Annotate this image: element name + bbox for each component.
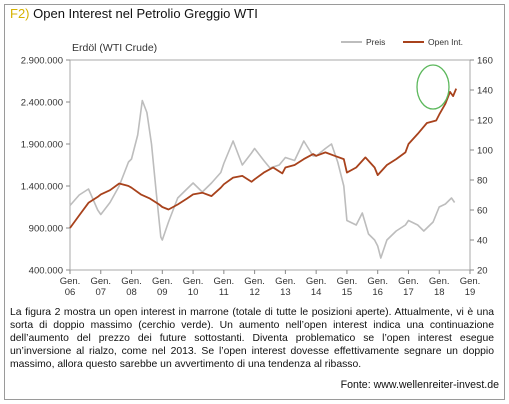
x-tick-label-month: Gen. <box>429 276 450 287</box>
y-left-tick-label: 900.000 <box>29 224 63 235</box>
y-left-tick-label: 400.000 <box>29 266 63 277</box>
x-tick-label-month: Gen. <box>275 276 296 287</box>
x-tick-label-year: 11 <box>219 287 229 298</box>
y-left-tick-label: 2.900.000 <box>21 56 63 67</box>
x-tick-label-year: 15 <box>342 287 353 298</box>
x-tick-label-month: Gen. <box>121 276 142 287</box>
open-interest-series-line <box>69 88 458 229</box>
x-tick-label-month: Gen. <box>183 276 204 287</box>
x-tick-label-month: Gen. <box>90 276 111 287</box>
figure-title: F2) Open Interest nel Petrolio Greggio W… <box>10 6 258 21</box>
x-tick-label-month: Gen. <box>60 276 81 287</box>
x-tick-label-month: Gen. <box>152 276 173 287</box>
figure-source: Fonte: www.wellenreiter-invest.de <box>340 379 499 391</box>
x-tick-label-month: Gen. <box>214 276 235 287</box>
y-left-tick-label: 2.400.000 <box>21 98 63 109</box>
x-tick-label-year: 13 <box>280 287 291 298</box>
y-left-tick-label: 1.400.000 <box>21 182 63 193</box>
x-tick-label-year: 19 <box>465 287 476 298</box>
legend-price-label: Preis <box>366 37 385 47</box>
y-right-tick-label: 80 <box>477 176 488 187</box>
plot-area <box>69 59 471 271</box>
y-right-tick-label: 40 <box>477 236 488 247</box>
x-tick-label-year: 06 <box>65 287 76 298</box>
y-right-tick-label: 160 <box>477 56 493 67</box>
x-tick-label-month: Gen. <box>367 276 388 287</box>
x-tick-label-year: 08 <box>126 287 137 298</box>
y-right-tick-label: 100 <box>477 146 493 157</box>
y-right-tick-label: 140 <box>477 86 493 97</box>
x-tick-label-year: 14 <box>311 287 322 298</box>
y-right-tick-label: 120 <box>477 116 493 127</box>
x-tick-label-year: 12 <box>249 287 260 298</box>
chart-subtitle: Erdöl (WTI Crude) <box>72 42 157 54</box>
x-tick-label-year: 18 <box>434 287 445 298</box>
x-tick-label-month: Gen. <box>244 276 265 287</box>
x-tick-label-month: Gen. <box>337 276 358 287</box>
x-tick-label-year: 10 <box>188 287 199 298</box>
y-left-tick-label: 1.900.000 <box>21 140 63 151</box>
x-tick-label-year: 07 <box>95 287 106 298</box>
legend-oi-label: Open Int. <box>428 37 463 47</box>
x-tick-label-month: Gen. <box>398 276 419 287</box>
figure-caption: La figura 2 mostra un open interest in m… <box>10 307 494 371</box>
x-tick-label-month: Gen. <box>306 276 327 287</box>
y-right-tick-label: 60 <box>477 206 488 217</box>
x-tick-label-year: 16 <box>372 287 383 298</box>
x-tick-label-year: 09 <box>157 287 168 298</box>
y-right-tick-label: 20 <box>477 266 488 277</box>
double-top-highlight-circle <box>416 64 450 110</box>
figure-frame <box>4 4 505 400</box>
x-tick-label-month: Gen. <box>460 276 481 287</box>
figure-title-text: Open Interest nel Petrolio Greggio WTI <box>33 6 258 21</box>
figure-code: F2) <box>10 6 30 21</box>
price-series-line <box>69 99 456 259</box>
x-tick-label-year: 17 <box>403 287 414 298</box>
